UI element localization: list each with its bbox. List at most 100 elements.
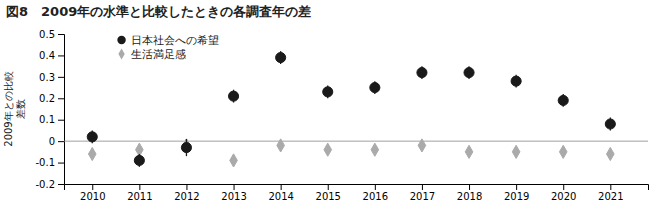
point (277, 139, 285, 152)
x-tick-mark (516, 184, 517, 190)
y-tick: 0 (49, 136, 64, 147)
legend-label: 生活満足感 (131, 48, 186, 60)
point (511, 76, 521, 86)
x-tick-mark (563, 184, 564, 190)
point (607, 147, 615, 160)
x-tick: 2014 (268, 184, 293, 202)
point (276, 53, 286, 63)
point (417, 68, 427, 78)
point (134, 155, 144, 165)
legend-symbol (117, 36, 125, 44)
point (464, 68, 474, 78)
y-tick: 0.4 (39, 50, 64, 61)
point (558, 95, 568, 105)
x-tick-label: 2011 (127, 191, 152, 202)
point (323, 87, 333, 97)
chart: 図8 2009年の水準と比較したときの各調査年の差201020112012201… (0, 0, 662, 208)
x-tick-label: 2018 (457, 191, 482, 202)
x-tick-mark (234, 184, 235, 190)
x-tick: 2019 (504, 184, 529, 202)
legend-symbol (118, 48, 124, 59)
y-tick: -0.2 (35, 179, 64, 190)
point (559, 145, 567, 158)
y-tick-mark (58, 34, 64, 35)
y-axis-label-line: 2009年との比較 (3, 71, 14, 146)
x-tick-mark (139, 184, 140, 190)
point (605, 119, 615, 129)
legend: 日本社会への希望生活満足感 (117, 34, 218, 60)
point (465, 145, 473, 158)
y-tick-label: -0.1 (35, 157, 55, 168)
x-tick-label: 2016 (363, 191, 388, 202)
y-tick: 0.2 (39, 93, 64, 104)
y-tick-label: 0.4 (39, 50, 55, 61)
y-tick-label: 0.2 (39, 93, 55, 104)
point (324, 143, 332, 156)
y-tick-mark (58, 120, 64, 121)
x-tick: 2015 (316, 184, 341, 202)
legend-label: 日本社会への希望 (131, 34, 219, 46)
y-tick-mark (58, 184, 64, 185)
title: 図8 2009年の水準と比較したときの各調査年の差 (6, 4, 311, 19)
x-tick-mark (375, 184, 376, 190)
x-tick-label: 2019 (504, 191, 529, 202)
y-tick-mark (58, 141, 64, 142)
point (87, 132, 97, 142)
x-tick: 2016 (363, 184, 388, 202)
x-tick-label: 2014 (268, 191, 293, 202)
legend-entry: 日本社会への希望 (117, 34, 218, 46)
point (371, 143, 379, 156)
zero-line (64, 141, 648, 142)
x-tick: 2021 (598, 184, 623, 202)
series (88, 139, 614, 167)
y-tick-label: 0.3 (39, 72, 55, 83)
y-tick-label: -0.2 (35, 179, 55, 190)
y-tick-label: 0 (49, 136, 55, 147)
x-tick-mark (610, 184, 611, 190)
x-tick-label: 2020 (551, 191, 576, 202)
y-tick-mark (58, 163, 64, 164)
y-tick-mark (58, 98, 64, 99)
x-axis: 2010 2011 2012 2013 2014 2015 2016 2017 2018 2019… (65, 184, 649, 202)
y-tick: -0.1 (35, 157, 64, 168)
point (181, 143, 191, 153)
x-tick-label: 2013 (221, 191, 246, 202)
x-axis-line (65, 185, 649, 191)
x-tick-label: 2015 (316, 191, 341, 202)
legend-entry: 生活満足感 (118, 48, 185, 60)
y-tick-label: 0.1 (39, 114, 55, 125)
point (88, 147, 96, 160)
point (370, 83, 380, 93)
x-tick-label: 2012 (174, 191, 199, 202)
x-tick: 2020 (551, 184, 576, 202)
x-tick-mark (422, 184, 423, 190)
point (512, 145, 520, 158)
y-tick: 0.3 (39, 72, 64, 83)
x-tick-label: 2010 (80, 191, 105, 202)
x-tick-label: 2021 (598, 191, 623, 202)
point (418, 139, 426, 152)
y-axis-label-line: 差数 (15, 99, 26, 119)
x-tick: 2011 (127, 184, 152, 202)
plot-area (64, 51, 648, 167)
y-axis-line (58, 35, 65, 185)
y-tick: 0.5 (39, 29, 64, 40)
x-tick-mark (281, 184, 282, 190)
y-tick-mark (58, 55, 64, 56)
x-tick: 2017 (410, 184, 435, 202)
y-tick-label: 0.5 (39, 29, 55, 40)
y-tick-mark (58, 77, 64, 78)
point (230, 154, 238, 167)
x-tick: 2013 (221, 184, 246, 202)
x-tick-mark (469, 184, 470, 190)
x-tick: 2012 (174, 184, 199, 202)
y-axis: -0.2 -0.1 0 0.1 0.2 0.3 0.4 0.5 (35, 29, 64, 190)
x-tick-mark (328, 184, 329, 190)
point (229, 91, 239, 101)
series (87, 51, 615, 167)
x-tick: 2018 (457, 184, 482, 202)
x-tick-mark (92, 184, 93, 190)
x-tick: 2010 (80, 184, 105, 202)
x-tick-mark (186, 184, 187, 190)
x-tick-label: 2017 (410, 191, 435, 202)
